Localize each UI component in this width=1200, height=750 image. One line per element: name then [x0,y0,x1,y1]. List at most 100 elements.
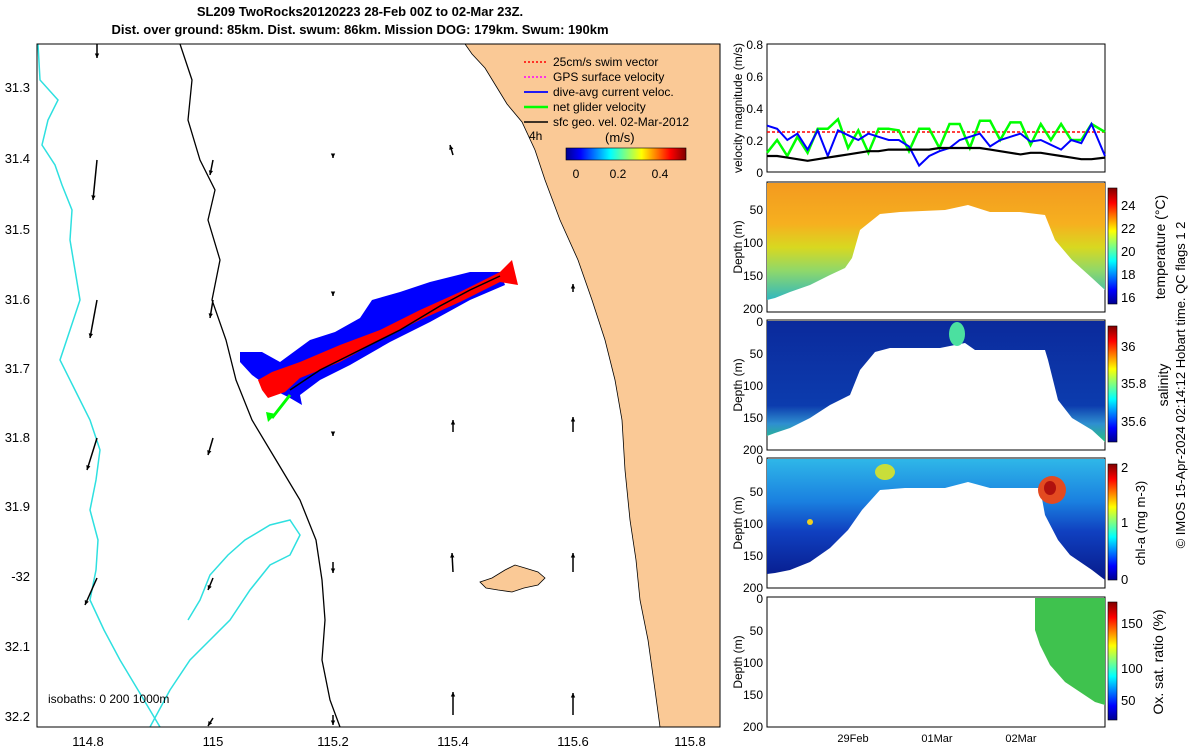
current-vector-arrowhead [208,170,213,175]
current-vector-arrowhead [330,291,336,296]
chla-patch [875,464,895,480]
chla-colorbar [1107,463,1118,581]
oxygen-section [1035,598,1105,705]
y-tick: 100 [743,236,763,250]
cbar-tick: 50 [1121,693,1135,708]
x-tick: 115.8 [674,734,706,749]
legend-net: net glider velocity [553,100,646,114]
legend-sfc: sfc geo. vel. 02-Mar-2012 [553,115,689,129]
x-tick: 115.2 [317,734,349,749]
map-colorbar-tick: 0.2 [610,167,627,181]
chla-peak-core [1044,481,1056,495]
y-tick: 150 [743,549,763,563]
current-vector-arrow [84,577,98,606]
chla-section [767,459,1105,580]
y-tick: 0.4 [746,102,763,116]
current-vector-arrow [92,159,98,201]
y-tick: 200 [743,443,763,457]
y-tick: 50 [750,203,764,217]
x-tick: 02Mar [1005,733,1037,745]
temperature-ylabel: Depth (m) [731,220,745,273]
oxygen-y-ticks: 0 50 100 150 200 [743,592,763,734]
cbar-tick: 22 [1121,221,1135,236]
cbar-tick: 35.6 [1121,414,1146,429]
y-tick: -32 [11,569,30,584]
time-x-ticks: 29Feb 01Mar 02Mar [837,733,1037,745]
cbar-tick: 24 [1121,198,1135,213]
y-tick: 100 [743,517,763,531]
map-legend: 25cm/s swim vector GPS surface velocity … [524,55,689,181]
oxygen-panel: 0 50 100 150 200 50 100 150 29Feb 01Mar … [731,592,1166,745]
sfc-track-line [289,275,501,391]
isobath-0-loop [149,519,301,727]
current-vector-arrowhead [570,284,576,289]
salinity-y-ticks: 0 50 100 150 200 [743,315,763,457]
x-tick: 115.4 [437,734,469,749]
cbar-tick: 20 [1121,244,1135,259]
legend-swim: 25cm/s swim vector [553,55,658,69]
oxygen-ylabel: Depth (m) [731,635,745,688]
map-x-axis: 114.8 115 115.2 115.4 115.6 115.8 [72,734,706,749]
y-tick: 150 [743,411,763,425]
y-tick: 0 [756,166,763,180]
isobath-200-line [179,44,341,727]
velocity-line-dive [766,121,1106,168]
current-vector-arrowhead [207,450,212,455]
swim-vectors-region [258,260,518,398]
current-vector-arrowhead [91,195,96,200]
temperature-cbar-label: temperature (°C) [1152,195,1168,299]
temperature-colorbar-ticks: 16 18 20 22 24 [1121,198,1135,305]
current-vector-arrowhead [208,313,213,318]
chla-y-ticks: 0 50 100 150 200 [743,453,763,595]
isobath-label: isobaths: 0 200 1000m [48,692,169,706]
current-vector-arrowhead [570,693,576,698]
map-colorbar-tick: 0.4 [652,167,669,181]
cbar-tick: 100 [1121,661,1143,676]
x-tick: 115.6 [557,734,589,749]
y-tick: 0 [756,592,763,606]
y-tick: 100 [743,656,763,670]
current-vector-arrowhead [450,420,456,425]
map-colorbar-label: (m/s) [605,130,635,145]
chla-colorbar-ticks: 0 1 2 [1121,460,1128,587]
y-tick: 100 [743,379,763,393]
title-line-1: SL209 TwoRocks20120223 28-Feb 00Z to 02-… [196,4,524,19]
y-tick: 200 [743,302,763,316]
y-tick: 0.8 [746,38,763,52]
y-tick: 31.6 [5,292,30,307]
net-velocity-arrow-head [266,412,276,422]
chla-ylabel: Depth (m) [731,496,745,549]
current-vector-arrowhead [94,53,100,58]
y-tick: 50 [750,347,764,361]
y-tick: 0.6 [746,70,763,84]
y-tick: 0.2 [746,134,763,148]
cbar-tick: 18 [1121,267,1135,282]
y-tick: 32.2 [5,709,30,724]
chla-dot [807,519,813,525]
temperature-panel: 50 100 150 200 16 18 20 22 24 Depth (m) … [731,181,1168,316]
title-line-2: Dist. over ground: 85km. Dist. swum: 86k… [111,22,609,37]
chla-panel: 0 50 100 150 200 0 1 2 Depth (m) chl-a (… [731,453,1148,595]
cbar-tick: 0 [1121,572,1128,587]
map-colorbar [565,147,687,161]
x-tick: 114.8 [72,734,104,749]
y-tick: 150 [743,269,763,283]
salinity-section [767,321,1105,442]
y-tick: 50 [750,624,764,638]
current-vector-arrowhead [450,692,456,697]
y-tick: 0 [756,315,763,329]
map-panel: 25cm/s swim vector GPS surface velocity … [5,43,721,749]
temperature-section [767,183,1105,300]
y-tick: 200 [743,720,763,734]
cbar-tick: 1 [1121,515,1128,530]
salinity-high-patch [949,322,965,346]
temperature-y-ticks: 50 100 150 200 [743,203,763,316]
current-vector-arrowhead [207,585,212,590]
y-tick: 50 [750,485,764,499]
salinity-ylabel: Depth (m) [731,358,745,411]
current-vector-arrowhead [330,431,336,436]
copyright-label: © IMOS 15-Apr-2024 02:14:12 Hobart time.… [1173,222,1188,549]
map-colorbar-tick: 0 [573,167,580,181]
y-tick: 31.7 [5,361,30,376]
